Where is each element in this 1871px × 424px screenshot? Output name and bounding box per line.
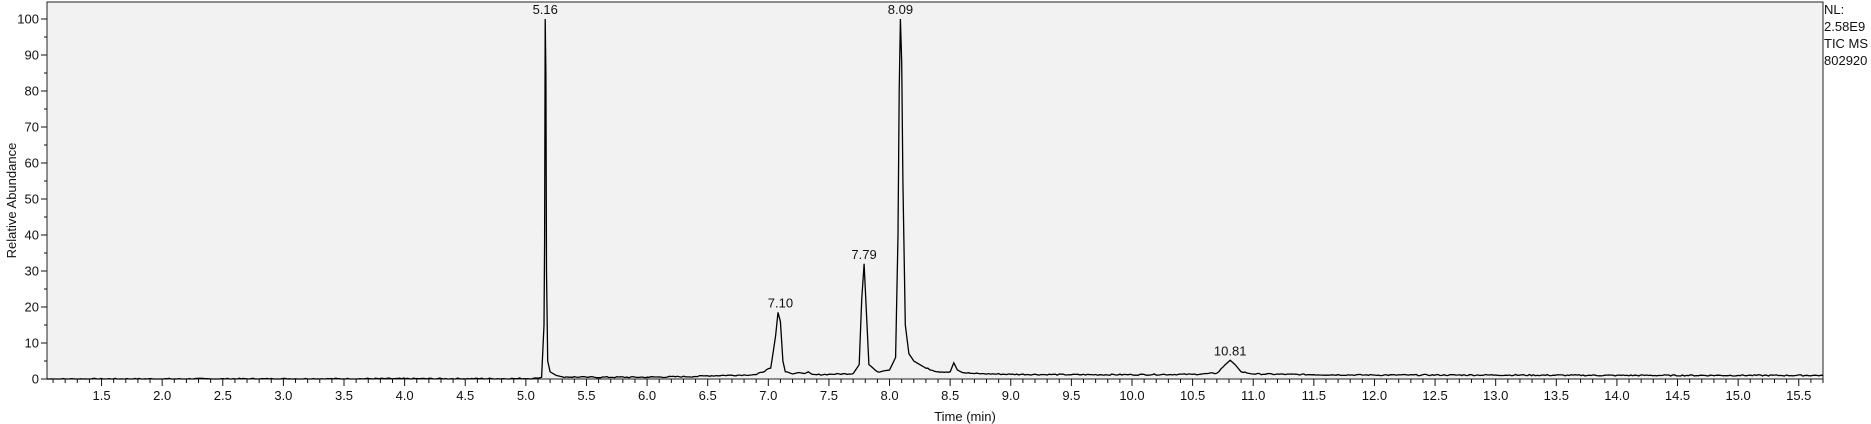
x-tick-label: 13.5 <box>1544 388 1569 403</box>
y-tick-label: 90 <box>25 48 39 63</box>
y-axis-title: Relative Abundance <box>4 143 19 259</box>
x-tick-label: 10.0 <box>1119 388 1144 403</box>
x-tick-label: 15.0 <box>1725 388 1750 403</box>
peak-label: 8.09 <box>888 2 913 17</box>
y-tick-label: 50 <box>25 192 39 207</box>
nl-value: 2.58E9 <box>1824 18 1868 35</box>
peak-label: 5.16 <box>533 2 558 17</box>
x-tick-label: 7.0 <box>759 388 777 403</box>
peak-label: 10.81 <box>1214 343 1247 358</box>
x-tick-label: 15.5 <box>1786 388 1811 403</box>
x-tick-label: 14.0 <box>1604 388 1629 403</box>
x-tick-label: 10.5 <box>1180 388 1205 403</box>
y-tick-label: 70 <box>25 120 39 135</box>
x-tick-label: 1.5 <box>93 388 111 403</box>
x-tick-label: 3.0 <box>274 388 292 403</box>
x-tick-label: 12.0 <box>1362 388 1387 403</box>
x-tick-label: 6.5 <box>699 388 717 403</box>
x-tick-label: 2.0 <box>153 388 171 403</box>
file-id: 802920 <box>1824 52 1868 69</box>
x-tick-label: 6.0 <box>638 388 656 403</box>
x-tick-label: 5.5 <box>577 388 595 403</box>
nl-label: NL: <box>1824 1 1868 18</box>
x-tick-label: 8.0 <box>881 388 899 403</box>
y-tick-label: 10 <box>25 336 39 351</box>
y-tick-label: 100 <box>17 12 39 27</box>
x-tick-label: 11.0 <box>1241 388 1265 403</box>
x-tick-label: 11.5 <box>1302 388 1326 403</box>
y-tick-label: 60 <box>25 156 39 171</box>
x-axis-title: Time (min) <box>934 409 996 424</box>
y-tick-label: 30 <box>25 264 39 279</box>
x-tick-label: 5.0 <box>517 388 535 403</box>
peak-label: 7.10 <box>768 295 793 310</box>
x-tick-label: 9.5 <box>1062 388 1080 403</box>
x-tick-label: 14.5 <box>1665 388 1690 403</box>
x-tick-label: 8.5 <box>941 388 959 403</box>
x-tick-label: 3.5 <box>335 388 353 403</box>
y-tick-label: 20 <box>25 300 39 315</box>
x-tick-label: 12.5 <box>1422 388 1447 403</box>
y-axis: 0 10 20 30 40 50 60 70 80 90 100 <box>17 12 47 387</box>
y-tick-label: 80 <box>25 84 39 99</box>
x-tick-label: 2.5 <box>214 388 232 403</box>
x-axis: 1.5 2.0 2.5 3.0 3.5 4.0 4.5 5.0 5.5 6.0 6.5 7.0 7.5 8… <box>53 379 1823 403</box>
x-tick-label: 7.5 <box>820 388 838 403</box>
y-tick-label: 40 <box>25 228 39 243</box>
x-tick-label: 4.5 <box>456 388 474 403</box>
x-tick-label: 4.0 <box>396 388 414 403</box>
trace-label: TIC MS <box>1824 35 1868 52</box>
x-tick-label: 13.0 <box>1483 388 1508 403</box>
peak-label: 7.79 <box>851 247 876 262</box>
x-tick-label: 9.0 <box>1002 388 1020 403</box>
plot-area <box>47 2 1823 379</box>
y-tick-label: 0 <box>32 372 39 387</box>
info-panel: NL: 2.58E9 TIC MS 802920 <box>1824 1 1868 69</box>
